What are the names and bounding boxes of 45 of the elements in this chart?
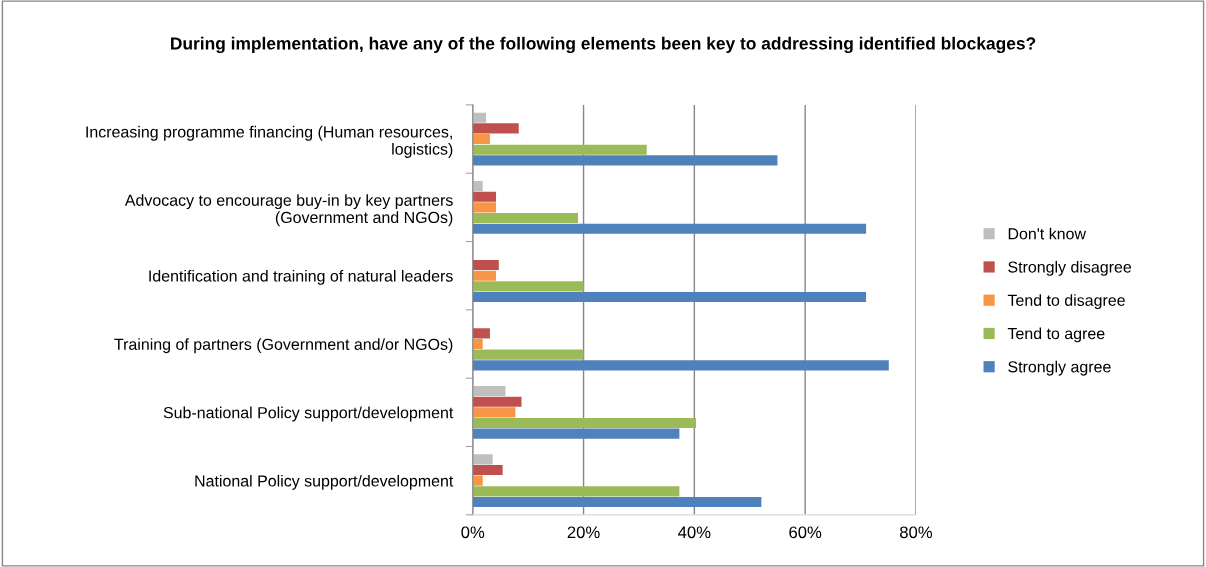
bar [472,464,503,476]
bar [472,291,867,303]
bar [472,385,506,397]
legend-label: Strongly agree [1008,360,1111,376]
bar [472,396,522,407]
y-tick-label: Training of partners (Government and/or NGOs) [114,338,453,354]
bar [472,486,680,497]
y-tick-label: Identification and training of natural leaders [149,269,453,285]
chart-title: During implementation, have any of the following elements been key to addressing identified blockages? [171,36,1036,54]
bar [472,475,483,486]
bar [472,338,483,350]
y-tick-label: Sub-national Policy support/development [163,406,454,422]
legend-label: Tend to disagree [1007,294,1125,310]
bar [472,223,867,234]
bar [472,360,889,371]
legend-label: Strongly disagree [1008,260,1132,276]
bar [472,417,697,429]
bar [472,133,490,145]
legend-label: Tend to agree [1007,327,1105,343]
bar [472,270,497,281]
y-tick-label: Advocacy to encourage buy-in by key partners (Government and NGOs) [124,194,453,227]
y-tick-label: Increasing programme financing (Human resources, logistics) [86,125,453,158]
bar [472,259,499,271]
bar [472,349,584,360]
bar [472,328,490,339]
bar [472,155,778,166]
bar [472,144,647,155]
x-tick-label: 60% [789,526,822,539]
bar [472,428,680,439]
legend-label: Don't know [1008,227,1087,240]
bar [472,112,487,123]
x-tick-label: 40% [678,526,711,539]
bar [472,123,519,134]
bar [472,281,584,292]
x-tick-label: 80% [900,526,933,539]
bar [472,212,579,224]
bar [472,181,483,192]
y-tick-label: National Policy support/development [195,474,454,490]
bar [472,202,497,213]
bar [472,496,762,508]
x-tick-label: 20% [567,526,600,539]
bar [472,191,497,202]
bar [472,454,493,465]
x-tick-label: 0% [461,526,485,539]
bar [472,407,516,418]
